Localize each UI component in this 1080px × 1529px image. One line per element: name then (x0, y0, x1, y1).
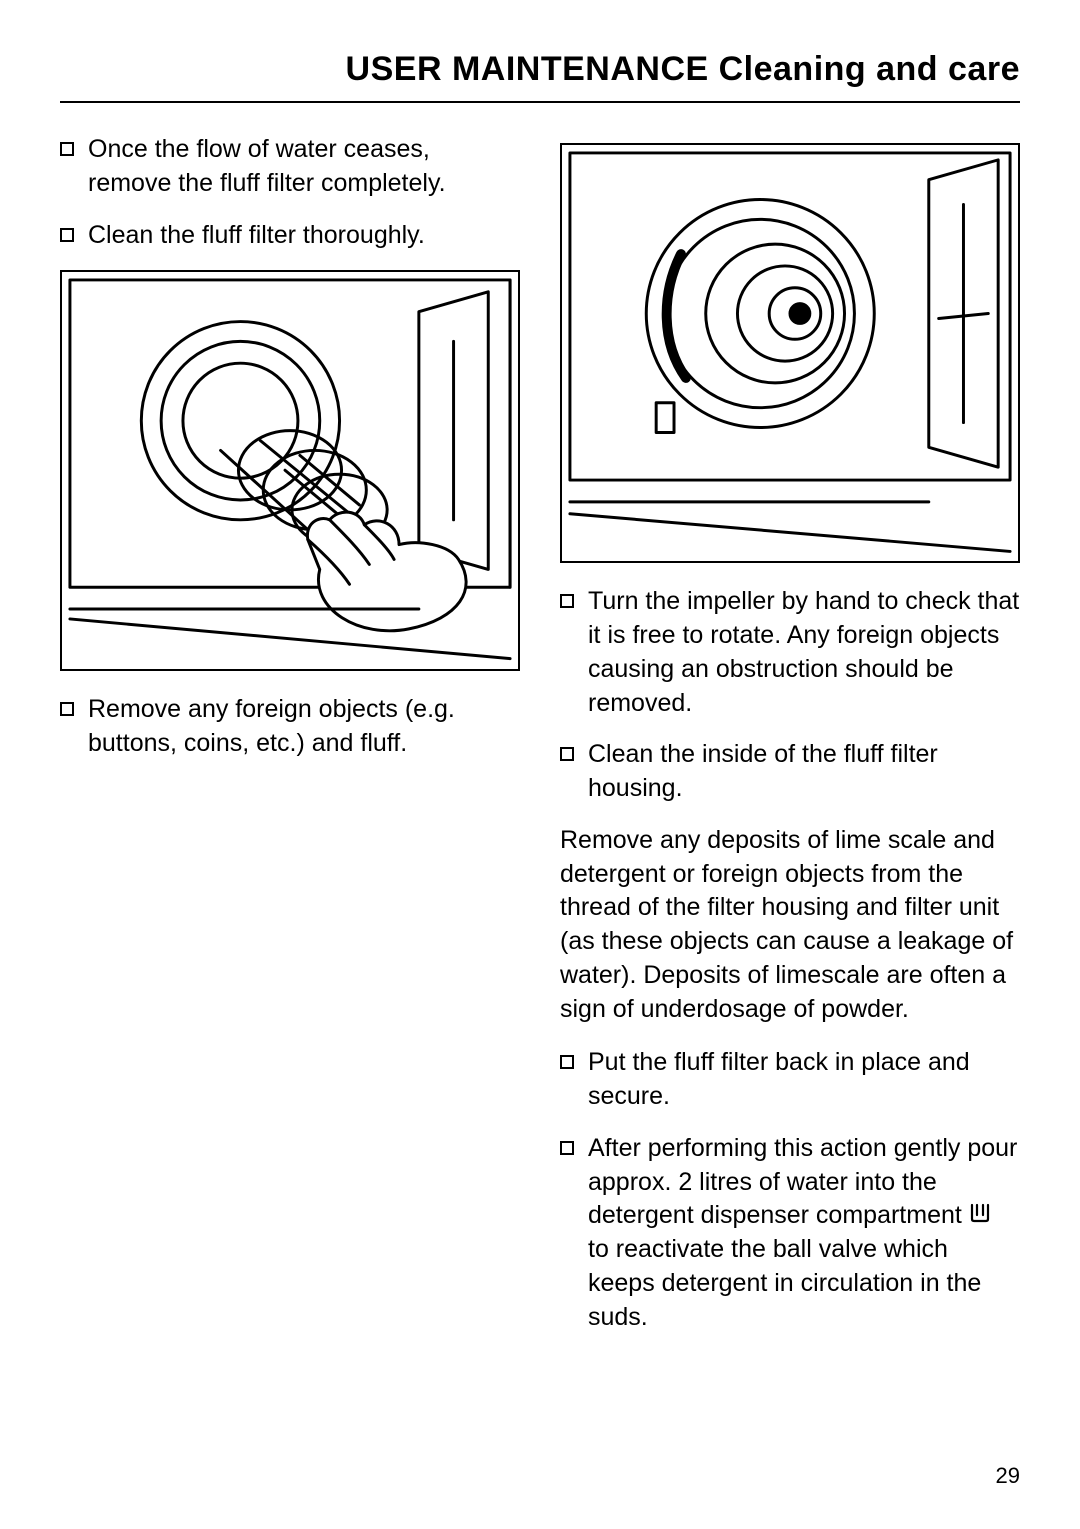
square-bullet-icon (560, 1141, 574, 1155)
square-bullet-icon (560, 1055, 574, 1069)
bullet-text: Turn the impeller by hand to check that … (588, 585, 1020, 720)
bullet-text: Put the fluff filter back in place and s… (588, 1046, 1020, 1114)
bullet-item: Turn the impeller by hand to check that … (560, 585, 1020, 720)
bullet-item: Once the flow of water ceases, remove th… (60, 133, 520, 201)
bullet-text: Clean the fluff filter thoroughly. (88, 219, 425, 253)
page-title: USER MAINTENANCE Cleaning and care (60, 50, 1020, 103)
figure-remove-filter (60, 270, 520, 671)
square-bullet-icon (560, 594, 574, 608)
bullet-item: Clean the fluff filter thoroughly. (60, 219, 520, 253)
page-number: 29 (996, 1463, 1020, 1489)
bullet-text: Remove any foreign objects (e.g. buttons… (88, 693, 520, 761)
paragraph: Remove any deposits of lime scale and de… (560, 824, 1020, 1027)
bullet-item: After performing this action gently pour… (560, 1132, 1020, 1335)
square-bullet-icon (60, 142, 74, 156)
content-columns: Once the flow of water ceases, remove th… (60, 133, 1020, 1352)
right-column: Turn the impeller by hand to check that … (560, 133, 1020, 1352)
bullet-item: Remove any foreign objects (e.g. buttons… (60, 693, 520, 761)
square-bullet-icon (60, 702, 74, 716)
bullet-text-pre: After performing this action gently pour… (588, 1134, 1017, 1230)
bullet-text: Once the flow of water ceases, remove th… (88, 133, 520, 201)
figure-impeller-housing (560, 143, 1020, 563)
bullet-text: After performing this action gently pour… (588, 1132, 1020, 1335)
square-bullet-icon (60, 228, 74, 242)
left-column: Once the flow of water ceases, remove th… (60, 133, 520, 1352)
bullet-text-post: to reactivate the ball valve which keeps… (588, 1235, 981, 1331)
compartment-icon (969, 1203, 991, 1223)
bullet-item: Put the fluff filter back in place and s… (560, 1046, 1020, 1114)
square-bullet-icon (560, 747, 574, 761)
bullet-text: Clean the inside of the fluff filter hou… (588, 738, 1020, 806)
bullet-item: Clean the inside of the fluff filter hou… (560, 738, 1020, 806)
